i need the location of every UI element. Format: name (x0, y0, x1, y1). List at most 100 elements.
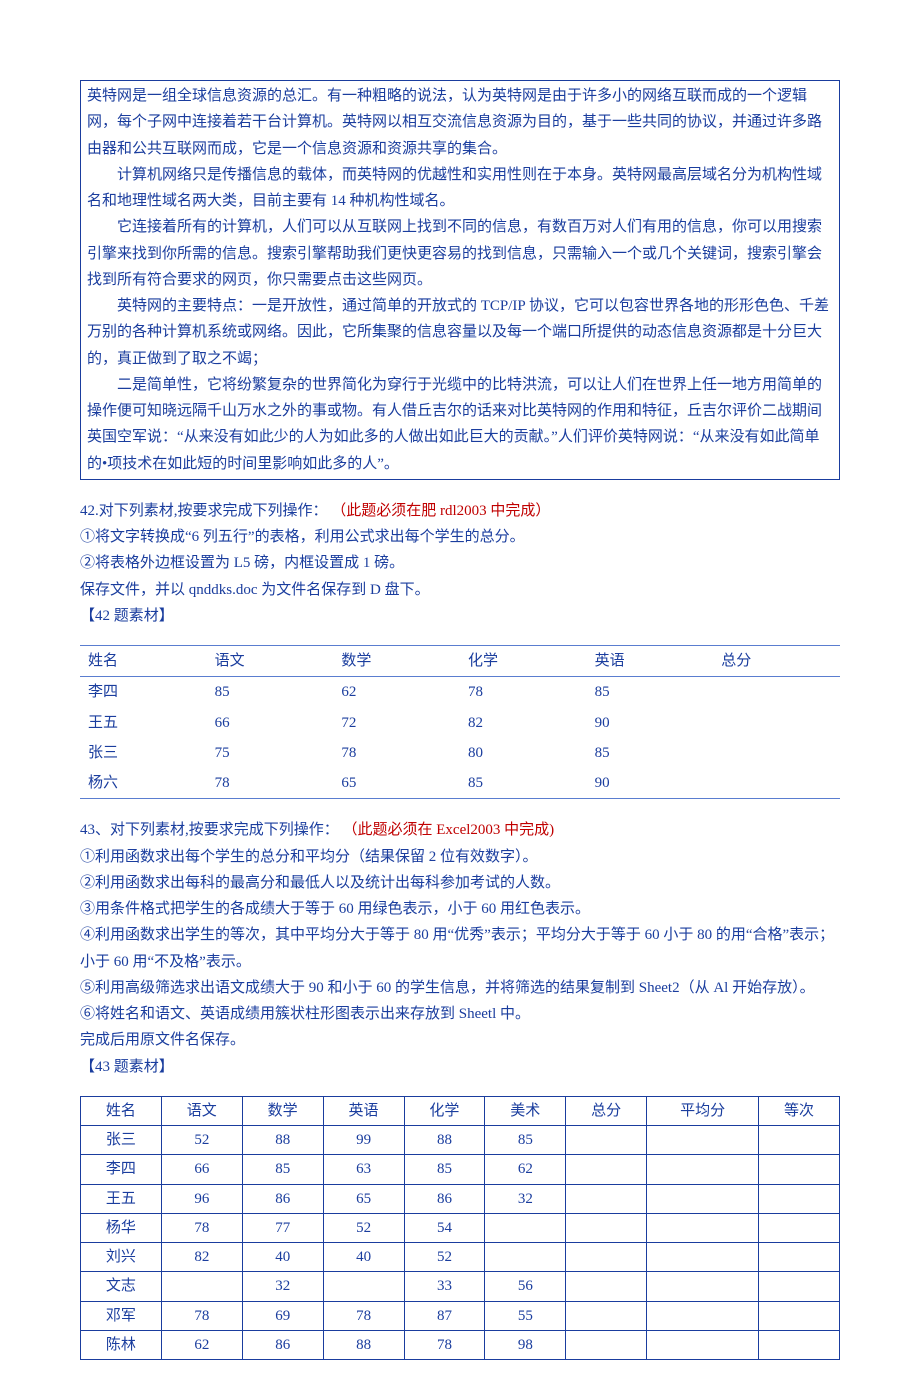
table-cell: 杨六 (80, 768, 207, 799)
table-header-cell: 数学 (333, 646, 460, 677)
q43-step: ⑥将姓名和语文、英语成绩用簇状柱形图表示出来存放到 Sheetl 中。 (80, 1001, 840, 1027)
table-cell: 80 (460, 738, 587, 768)
q42-step: 保存文件，并以 qnddks.doc 为文件名保存到 D 盘下。 (80, 577, 840, 603)
table-cell: 82 (460, 708, 587, 738)
q43-table-wrap: 姓名 语文 数学 英语 化学 美术 总分 平均分 等次 张三5288998885… (80, 1096, 840, 1360)
table-row: 李四6685638562 (81, 1155, 840, 1184)
passage-box: 英特网是一组全球信息资源的总汇。有一种粗略的说法，认为英特网是由于许多小的网络互… (80, 80, 840, 480)
table-header-cell: 姓名 (80, 646, 207, 677)
table-row: 邓军7869788755 (81, 1301, 840, 1330)
table-cell: 65 (323, 1184, 404, 1213)
table-cell: 杨华 (81, 1213, 162, 1242)
table-header-cell: 数学 (242, 1096, 323, 1125)
table-cell (566, 1155, 647, 1184)
table-row: 王五9686658632 (81, 1184, 840, 1213)
table-cell (759, 1330, 840, 1359)
table-cell: 78 (460, 677, 587, 708)
q43-table-body: 张三5288998885李四6685638562王五9686658632杨华78… (81, 1126, 840, 1360)
table-cell: 32 (485, 1184, 566, 1213)
q43-step: ③用条件格式把学生的各成绩大于等于 60 用绿色表示，小于 60 用红色表示。 (80, 896, 840, 922)
table-header-cell: 美术 (485, 1096, 566, 1125)
table-cell (713, 708, 840, 738)
table-row: 杨华78775254 (81, 1213, 840, 1242)
q42-step: ①将文字转换成“6 列五行”的表格，利用公式求出每个学生的总分。 (80, 524, 840, 550)
table-cell: 86 (242, 1330, 323, 1359)
table-row: 陈林6286887898 (81, 1330, 840, 1359)
table-cell: 40 (242, 1243, 323, 1272)
q43-step: ②利用函数求出每科的最高分和最低人以及统计出每科参加考试的人数。 (80, 870, 840, 896)
table-cell: 63 (323, 1155, 404, 1184)
table-header-row: 姓名 语文 数学 化学 英语 总分 (80, 646, 840, 677)
table-cell: 90 (587, 708, 714, 738)
table-cell: 54 (404, 1213, 485, 1242)
table-cell: 56 (485, 1272, 566, 1301)
table-cell: 52 (404, 1243, 485, 1272)
table-cell: 90 (587, 768, 714, 799)
table-cell (566, 1126, 647, 1155)
table-cell: 85 (485, 1126, 566, 1155)
table-cell: 78 (161, 1213, 242, 1242)
q43-title-red: （此题必须在 Excel2003 中完成) (343, 822, 555, 838)
table-cell: 66 (207, 708, 334, 738)
passage-paragraph: 它连接着所有的计算机，人们可以从互联网上找到不同的信息，有数百万对人们有用的信息… (87, 214, 833, 293)
table-header-cell: 平均分 (647, 1096, 759, 1125)
table-cell (713, 738, 840, 768)
table-cell: 78 (404, 1330, 485, 1359)
table-cell: 张三 (80, 738, 207, 768)
table-row: 李四85627885 (80, 677, 840, 708)
table-header-row: 姓名 语文 数学 英语 化学 美术 总分 平均分 等次 (81, 1096, 840, 1125)
q42-step: ②将表格外边框设置为 L5 磅，内框设置成 1 磅。 (80, 550, 840, 576)
q43-table: 姓名 语文 数学 英语 化学 美术 总分 平均分 等次 张三5288998885… (80, 1096, 840, 1360)
table-row: 杨六78658590 (80, 768, 840, 799)
table-header-cell: 等次 (759, 1096, 840, 1125)
q43-title-prefix: 43、对下列素材,按要求完成下列操作： (80, 822, 339, 838)
table-header-cell: 总分 (566, 1096, 647, 1125)
question-43: 43、对下列素材,按要求完成下列操作： （此题必须在 Excel2003 中完成… (80, 817, 840, 1080)
q42-title: 42.对下列素材,按要求完成下列操作： （此题必须在肥 rdl2003 中完成） (80, 498, 840, 524)
table-cell: 62 (333, 677, 460, 708)
table-cell: 78 (207, 768, 334, 799)
table-cell: 65 (333, 768, 460, 799)
table-cell (647, 1272, 759, 1301)
table-cell (566, 1243, 647, 1272)
table-cell (759, 1272, 840, 1301)
table-cell: 85 (404, 1155, 485, 1184)
table-cell: 62 (485, 1155, 566, 1184)
table-cell (647, 1243, 759, 1272)
q42-title-prefix: 42.对下列素材,按要求完成下列操作： (80, 503, 328, 519)
table-cell (759, 1126, 840, 1155)
table-cell (759, 1184, 840, 1213)
table-header-cell: 化学 (404, 1096, 485, 1125)
table-cell: 62 (161, 1330, 242, 1359)
q42-material-label: 【42 题素材】 (80, 603, 840, 629)
table-row: 张三75788085 (80, 738, 840, 768)
table-cell: 文志 (81, 1272, 162, 1301)
table-cell (647, 1301, 759, 1330)
table-cell (485, 1243, 566, 1272)
table-header-cell: 姓名 (81, 1096, 162, 1125)
table-cell: 78 (161, 1301, 242, 1330)
table-cell: 张三 (81, 1126, 162, 1155)
table-cell: 66 (161, 1155, 242, 1184)
table-cell (647, 1213, 759, 1242)
table-cell: 85 (460, 768, 587, 799)
table-cell: 99 (323, 1126, 404, 1155)
table-cell: 王五 (81, 1184, 162, 1213)
table-cell (566, 1213, 647, 1242)
table-cell: 78 (333, 738, 460, 768)
table-header-cell: 英语 (323, 1096, 404, 1125)
table-cell (713, 677, 840, 708)
q43-step: ④利用函数求出学生的等次，其中平均分大于等于 80 用“优秀”表示；平均分大于等… (80, 922, 840, 975)
table-cell: 李四 (81, 1155, 162, 1184)
passage-paragraph: 英特网是一组全球信息资源的总汇。有一种粗略的说法，认为英特网是由于许多小的网络互… (87, 83, 833, 162)
q43-material-label: 【43 题素材】 (80, 1054, 840, 1080)
table-header-cell: 语文 (161, 1096, 242, 1125)
table-cell: 52 (323, 1213, 404, 1242)
table-cell (647, 1155, 759, 1184)
table-row: 刘兴82404052 (81, 1243, 840, 1272)
table-cell: 王五 (80, 708, 207, 738)
table-cell (161, 1272, 242, 1301)
passage-paragraph: 计算机网络只是传播信息的载体，而英特网的优越性和实用性则在于本身。英特网最高层域… (87, 162, 833, 215)
table-cell (566, 1301, 647, 1330)
table-cell: 86 (242, 1184, 323, 1213)
